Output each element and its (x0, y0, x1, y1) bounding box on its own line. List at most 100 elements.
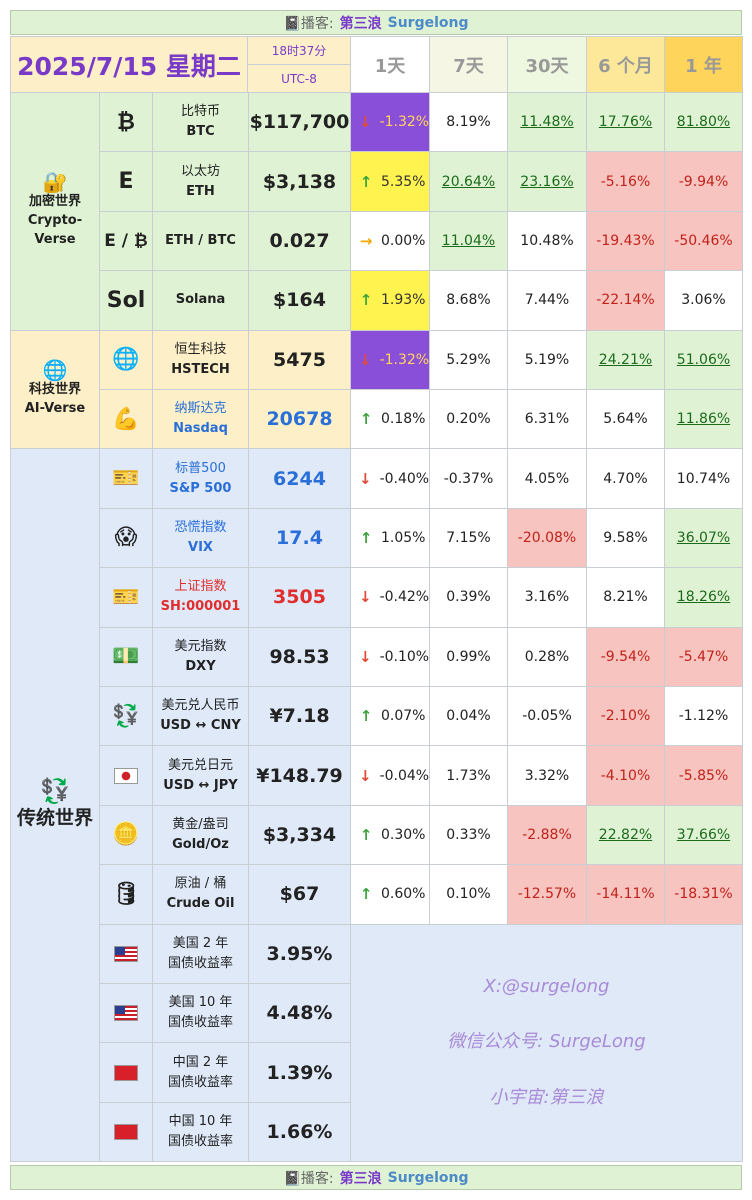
change-cell-0: ↓ -0.40% (350, 448, 430, 509)
price-value: 0.027 (269, 229, 330, 252)
change-cell-4: -1.12% (664, 686, 743, 747)
crypto-category-cn: 加密世界 (28, 194, 81, 210)
asset-icon: 💪 (112, 406, 140, 432)
change-cell-1: 7.15% (429, 507, 508, 569)
up-arrow-icon: ↑ (359, 707, 373, 726)
asset-name-cn: 标普500 (175, 460, 226, 476)
row-name-cell: 上证指数 SH:000001 (152, 567, 249, 628)
change-cell-1: 0.10% (429, 864, 508, 925)
change-value: -2.10% (600, 708, 651, 725)
change-cell-1: 8.68% (429, 270, 508, 331)
change-cell-3: 4.70% (586, 448, 665, 509)
row-icon-cell: 😱 (99, 507, 153, 569)
change-cell-2: 0.28% (507, 626, 587, 687)
change-value: 5.29% (446, 351, 491, 368)
price-value: $164 (273, 289, 326, 312)
watermark-line-0: X:@surgelong (483, 976, 610, 998)
change-value: 3.06% (681, 292, 726, 309)
row-icon-cell: 💪 (99, 389, 153, 450)
bond-name-line1: 中国 10 年 (168, 1113, 233, 1129)
change-value: 51.06% (676, 351, 731, 368)
price-cell: 17.4 (248, 507, 351, 569)
change-value: -19.43% (596, 232, 655, 249)
bond-name-line1: 中国 2 年 (172, 1054, 229, 1070)
change-cell-4: -9.94% (664, 151, 743, 212)
down-arrow-icon: ↓ (359, 647, 372, 666)
podcast-name-en: Surgelong (387, 14, 469, 31)
asset-name-cn: 原油 / 桶 (174, 876, 227, 892)
watermark-line-1: 微信公众号: SurgeLong (447, 1031, 646, 1053)
podcast-name: 第三浪 (339, 15, 382, 32)
period-header-4: 1 年 (664, 36, 743, 93)
change-cell-3: 22.82% (586, 804, 665, 866)
price-cell: ¥7.18 (248, 686, 351, 747)
row-icon-cell: 🎫 (99, 448, 153, 509)
bond-name-cell: 美国 10 年国债收益率 (152, 983, 249, 1044)
change-cell-0: ↓ -1.32% (350, 329, 430, 390)
change-value: 0.00% (381, 232, 426, 249)
asset-name-cn: 美元指数 (174, 638, 227, 654)
change-cell-1: 11.04% (429, 210, 508, 272)
price-cell: $164 (248, 270, 351, 331)
time-cell: 18时37分 (247, 36, 351, 65)
asset-icon: 💵 (112, 644, 140, 670)
change-cell-3: -14.11% (586, 864, 665, 925)
asset-icon: 💱 (112, 703, 140, 729)
asset-name-en: USD ↔ CNY (160, 718, 241, 734)
change-value: 37.66% (676, 826, 731, 843)
price-value: $3,138 (262, 170, 337, 193)
asset-name-en: USD ↔ JPY (163, 777, 238, 793)
change-value: -0.40% (379, 470, 430, 487)
change-cell-0: → 0.00% (350, 210, 430, 272)
watermark-panel: X:@surgelong 微信公众号: SurgeLong 小宇宙:第三浪 (350, 923, 743, 1163)
change-value: 1.93% (381, 292, 426, 309)
row-icon-cell: 🛢 (99, 864, 153, 925)
change-cell-1: 0.33% (429, 804, 508, 866)
change-value: 5.64% (603, 411, 648, 428)
trad-category-icon: 💱 (40, 777, 70, 806)
up-arrow-icon: ↑ (359, 825, 373, 844)
row-icon-cell: 🌐 (99, 329, 153, 390)
bond-yield-cell: 4.48% (248, 983, 351, 1044)
down-arrow-icon: ↓ (359, 350, 372, 369)
podcast-label: 📓播客: (283, 15, 334, 32)
change-cell-2: -0.05% (507, 686, 587, 747)
change-value: 0.10% (446, 886, 491, 903)
change-value: -4.10% (600, 767, 651, 784)
podcast-name-en: Surgelong (387, 1169, 469, 1186)
bond-flag-cell (99, 1101, 153, 1163)
change-value: -5.85% (678, 767, 729, 784)
change-value: 81.80% (676, 114, 731, 131)
bond-yield-value: 3.95% (266, 942, 333, 965)
change-cell-3: -9.54% (586, 626, 665, 687)
change-cell-4: 10.74% (664, 448, 743, 509)
asset-name-cn: 比特币 (180, 104, 220, 120)
asset-icon: 🛢 (112, 881, 140, 907)
change-value: 7.44% (524, 292, 570, 309)
change-value: 3.16% (524, 589, 570, 606)
row-icon-cell: E / ₿ (99, 210, 153, 272)
row-name-cell: 美元兑日元 USD ↔ JPY (152, 745, 249, 806)
change-value: -0.37% (443, 470, 494, 487)
down-arrow-icon: ↓ (359, 113, 372, 132)
row-name-cell: 原油 / 桶 Crude Oil (152, 864, 249, 925)
bond-flag-cell (99, 923, 153, 984)
change-value: 0.60% (381, 886, 426, 903)
asset-icon: 🎫 (112, 584, 140, 610)
row-name-cell: Solana (152, 270, 249, 331)
trad-category-cn: 传统世界 (16, 807, 93, 830)
asset-name-cn: 恐慌指数 (174, 519, 227, 535)
price-cell: 0.027 (248, 210, 351, 272)
asset-name-cn: 上证指数 (174, 579, 227, 595)
change-value: -0.10% (379, 648, 430, 665)
change-cell-3: -4.10% (586, 745, 665, 806)
price-value: ¥148.79 (256, 764, 343, 787)
change-cell-2: -12.57% (507, 864, 587, 925)
change-cell-0: ↓ -0.04% (350, 745, 430, 806)
asset-name-cn: 恒生科技 (174, 341, 227, 357)
row-name-cell: 标普500 S&P 500 (152, 448, 249, 509)
watermark-line-2: 小宇宙:第三浪 (489, 1087, 604, 1109)
period-label: 30天 (525, 55, 569, 77)
change-value: 0.07% (381, 708, 426, 725)
change-value: -2.88% (522, 826, 572, 843)
